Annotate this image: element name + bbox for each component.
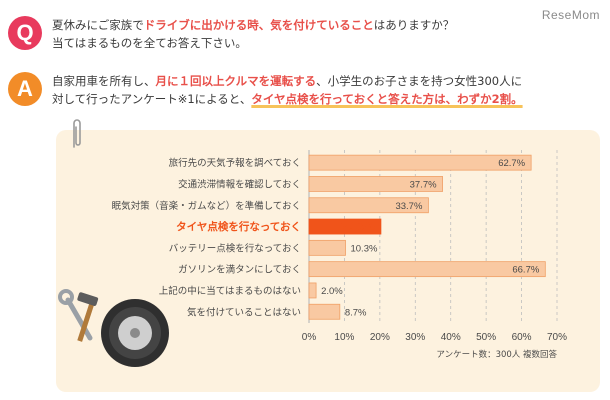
brand-logo: ReseMom — [541, 8, 600, 22]
question-block: Q 夏休みにご家族でドライブに出かける時、気を付けていることはありますか？ 当て… — [8, 16, 592, 52]
category-label: 旅行先の天気予報を調べておく — [169, 157, 301, 169]
value-label: 62.7% — [498, 158, 525, 169]
category-label: 交通渋滞情報を確認しておく — [178, 178, 301, 190]
question-line-1-post: はありますか？ — [373, 18, 455, 32]
value-label: 20.3% — [341, 219, 375, 233]
x-tick-label: 30% — [405, 332, 425, 343]
question-line-1-pre: 夏休みにご家族で — [52, 18, 144, 32]
bar — [308, 197, 429, 214]
value-label: 66.7% — [512, 265, 539, 276]
value-label: 10.3% — [350, 243, 377, 254]
tool-illustration — [58, 289, 169, 367]
category-label: 眠気対策（音楽・ガムなど）を準備しておく — [112, 200, 301, 212]
value-label: 8.7% — [345, 307, 367, 318]
category-label: ガソリンを満タンにしておく — [178, 265, 301, 276]
x-tick-label: 50% — [476, 332, 496, 343]
value-label: 37.7% — [410, 179, 437, 190]
question-line-2: 当てはまるものを全てお答え下さい。 — [52, 36, 247, 50]
answer-line-1: 自家用車を所有し、月に１回以上クルマを運転する、小学生のお子さまを持つ女性300… — [52, 72, 592, 90]
category-label: 気を付けていることはない — [187, 306, 301, 318]
bar — [308, 154, 532, 171]
x-tick-label: 70% — [547, 332, 567, 343]
grid-lines — [308, 150, 558, 323]
x-tick-label: 20% — [370, 332, 390, 343]
answer-line-1-post: 、小学生のお子さまを持つ女性300人に — [316, 74, 523, 88]
answer-badge: A — [8, 72, 42, 106]
question-badge: Q — [8, 16, 42, 50]
x-tick-label: 0% — [302, 332, 317, 343]
hammer-icon — [77, 292, 99, 342]
x-tick-label: 40% — [441, 332, 461, 343]
category-label: タイヤ点検を行なっておく — [176, 220, 301, 233]
answer-line-2-pre: 対して行ったアンケート※1によると、 — [52, 92, 252, 106]
value-label: 33.7% — [395, 201, 422, 212]
category-label: バッテリー点検を行なっておく — [169, 242, 301, 254]
bar — [308, 218, 382, 235]
value-label: 2.0% — [321, 286, 343, 297]
question-line-1-highlight: ドライブに出かける時、気を付けていること — [143, 18, 374, 32]
tire-icon — [101, 299, 169, 367]
bar — [308, 303, 341, 320]
answer-line-2-highlight: タイヤ点検を行っておくと答えた方は、わずか2割。 — [251, 92, 523, 106]
labels: 0% 10% 20% 30% 40% 50% 60% 70% 旅行先の天気予報を調べておく 62.… — [112, 157, 568, 360]
bar — [308, 261, 546, 278]
answer-line-1-pre: 自家用車を所有し、 — [52, 74, 156, 88]
x-tick-label: 10% — [334, 332, 354, 343]
chart-note: アンケート数：300人 複数回答 — [436, 349, 557, 360]
bar — [308, 282, 317, 299]
answer-line-1-highlight: 月に１回以上クルマを運転する — [155, 74, 317, 88]
wrench-icon — [58, 289, 93, 341]
category-label: 上記の中に当てはまるものはない — [159, 285, 301, 297]
answer-text: 自家用車を所有し、月に１回以上クルマを運転する、小学生のお子さまを持つ女性300… — [52, 72, 592, 108]
question-line-1: 夏休みにご家族でドライブに出かける時、気を付けていることはありますか？ — [52, 16, 592, 34]
bars — [308, 154, 546, 320]
x-tick-label: 60% — [512, 332, 532, 343]
answer-line-2: 対して行ったアンケート※1によると、タイヤ点検を行っておくと答えた方は、わずか2… — [52, 90, 592, 108]
bar — [308, 176, 443, 192]
question-text: 夏休みにご家族でドライブに出かける時、気を付けていることはありますか？ 当てはま… — [52, 16, 592, 52]
bar — [308, 239, 346, 256]
paperclip-icon — [73, 119, 81, 148]
answer-block: A 自家用車を所有し、月に１回以上クルマを運転する、小学生のお子さまを持つ女性3… — [8, 72, 592, 108]
